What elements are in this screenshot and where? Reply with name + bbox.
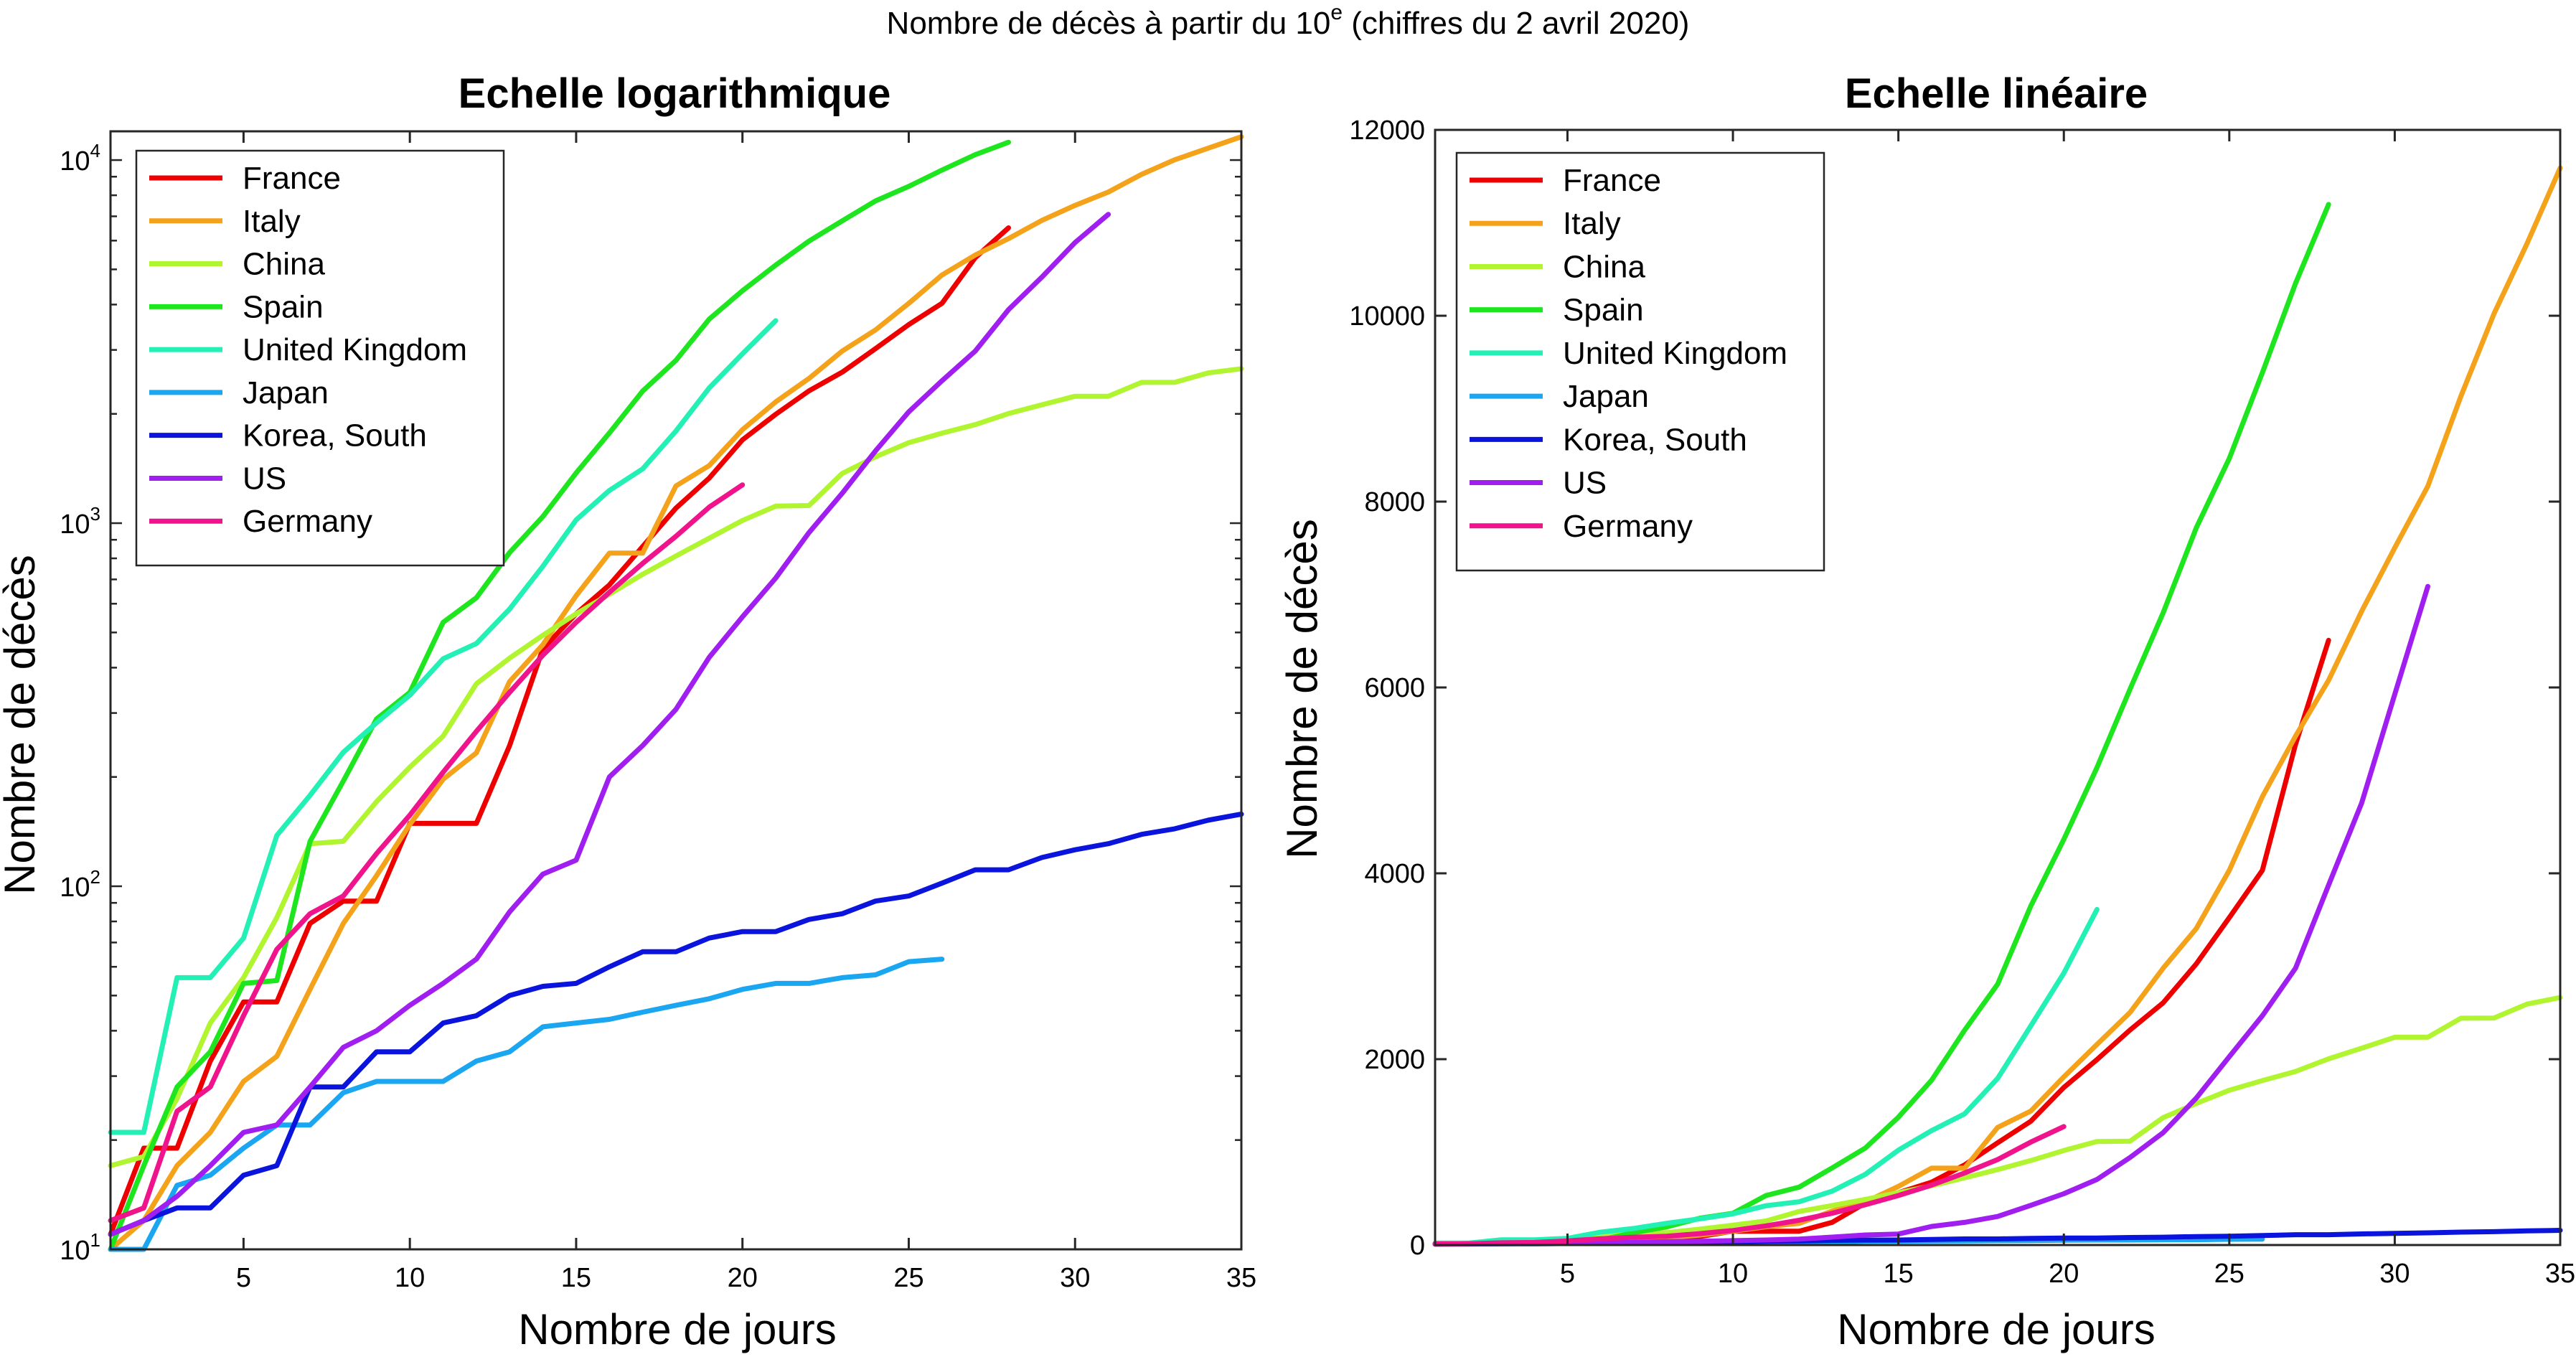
linear-chart-ytick-label: 4000	[1364, 859, 1425, 889]
log-chart-line-france	[108, 225, 1011, 1237]
log-chart-legend-label: Germany	[243, 504, 372, 539]
linear-chart-legend-label: United Kingdom	[1563, 336, 1787, 371]
linear-chart-title: Echelle linéaire	[1845, 70, 2148, 117]
linear-chart-xlabel: Nombre de jours	[1837, 1305, 2156, 1353]
linear-chart-xtick-label: 25	[2214, 1259, 2244, 1289]
linear-chart-xtick-label: 5	[1560, 1259, 1575, 1289]
linear-chart-xtick-label: 35	[2545, 1259, 2575, 1289]
linear-chart-ytick-label: 0	[1410, 1231, 1425, 1261]
log-chart-xtick-label: 30	[1060, 1263, 1090, 1293]
linear-chart-line-china	[1432, 995, 2563, 1246]
linear-chart-line-us	[1432, 583, 2430, 1247]
linear-chart-ytick-label: 8000	[1364, 487, 1425, 517]
linear-chart-legend-label: Germany	[1563, 509, 1693, 544]
log-chart-line-germany	[108, 482, 746, 1224]
log-chart-panel: Echelle logarithmique Nombre de jours No…	[0, 70, 1256, 1353]
log-chart-xtick-label: 35	[1226, 1263, 1256, 1293]
log-chart-axes-box	[109, 130, 1243, 1251]
log-chart-legend-label: US	[243, 461, 286, 496]
log-chart-line-korea-south	[108, 812, 1244, 1237]
linear-chart-ytick-label: 6000	[1364, 673, 1425, 703]
log-chart-ytick-label: 104	[60, 140, 100, 177]
linear-chart-line-france	[1432, 637, 2331, 1247]
linear-chart-legend-label: Japan	[1563, 379, 1649, 414]
log-chart-xtick-label: 10	[395, 1263, 425, 1293]
log-chart-ticks-layer: 5 10 15 20 25 30 35 101 102 103 104	[60, 131, 1256, 1293]
linear-chart-xtick-label: 20	[2049, 1259, 2079, 1289]
log-chart-line-italy	[108, 134, 1244, 1252]
linear-chart-legend-label: Spain	[1563, 293, 1644, 328]
log-chart-xtick-label: 20	[728, 1263, 758, 1293]
log-chart-legend-label: France	[243, 161, 341, 196]
linear-chart-ytick-label: 2000	[1364, 1045, 1425, 1075]
figure-suptitle: Nombre de décès à partir du 10e (chiffre…	[887, 1, 1690, 41]
linear-chart-panel: Echelle linéaire Nombre de jours Nombre …	[1278, 70, 2575, 1353]
log-chart-xtick-label: 25	[893, 1263, 923, 1293]
log-chart-series-layer	[108, 134, 1244, 1252]
log-chart-legend: France Italy China Spain United Kingdom Japan…	[135, 149, 505, 567]
linear-chart-ytick-label: 10000	[1349, 301, 1425, 332]
linear-chart-legend-label: China	[1563, 249, 1645, 284]
log-chart-legend-label: China	[243, 247, 325, 282]
log-chart-line-united-kingdom	[108, 318, 779, 1135]
linear-chart-series-layer	[1432, 165, 2563, 1247]
log-chart-ytick-label: 103	[60, 503, 100, 540]
log-chart-line-us	[108, 212, 1111, 1237]
linear-chart-legend-label: Korea, South	[1563, 422, 1747, 457]
log-chart-ytick-label: 101	[60, 1229, 100, 1266]
linear-chart-ticks-layer: 5 10 15 20 25 30 35 0 2000 4000 6000 8000 10000 12000	[1349, 116, 2575, 1289]
linear-chart-ytick-label: 12000	[1349, 116, 1425, 146]
log-chart-title: Echelle logarithmique	[459, 70, 891, 117]
linear-chart-line-germany	[1432, 1124, 2067, 1246]
log-chart-legend-label: Japan	[243, 375, 329, 410]
log-chart-xtick-label: 5	[236, 1263, 251, 1293]
linear-chart-ylabel: Nombre de décès	[1278, 519, 1326, 859]
log-chart-line-china	[108, 366, 1244, 1168]
log-chart-legend-label: Spain	[243, 289, 324, 324]
log-chart-ylabel: Nombre de décès	[0, 555, 44, 895]
linear-chart-legend-label: France	[1563, 163, 1661, 198]
log-chart-legend-label: Italy	[243, 204, 301, 239]
linear-chart-legend-label: Italy	[1563, 206, 1621, 241]
log-chart-xlabel: Nombre de jours	[518, 1305, 837, 1353]
log-chart-legend-label: United Kingdom	[243, 332, 467, 367]
linear-chart-legend: France Italy China Spain United Kingdom Japan…	[1455, 151, 1825, 572]
log-chart-ytick-label: 102	[60, 866, 100, 903]
log-chart-line-japan	[108, 957, 945, 1252]
log-chart-xtick-label: 15	[561, 1263, 591, 1293]
linear-chart-xtick-label: 15	[1884, 1259, 1914, 1289]
linear-chart-legend-label: US	[1563, 466, 1607, 501]
linear-chart-xtick-label: 30	[2379, 1259, 2410, 1289]
linear-chart-xtick-label: 10	[1718, 1259, 1748, 1289]
log-chart-legend-label: Korea, South	[243, 418, 427, 454]
linear-chart-line-united-kingdom	[1432, 906, 2100, 1246]
